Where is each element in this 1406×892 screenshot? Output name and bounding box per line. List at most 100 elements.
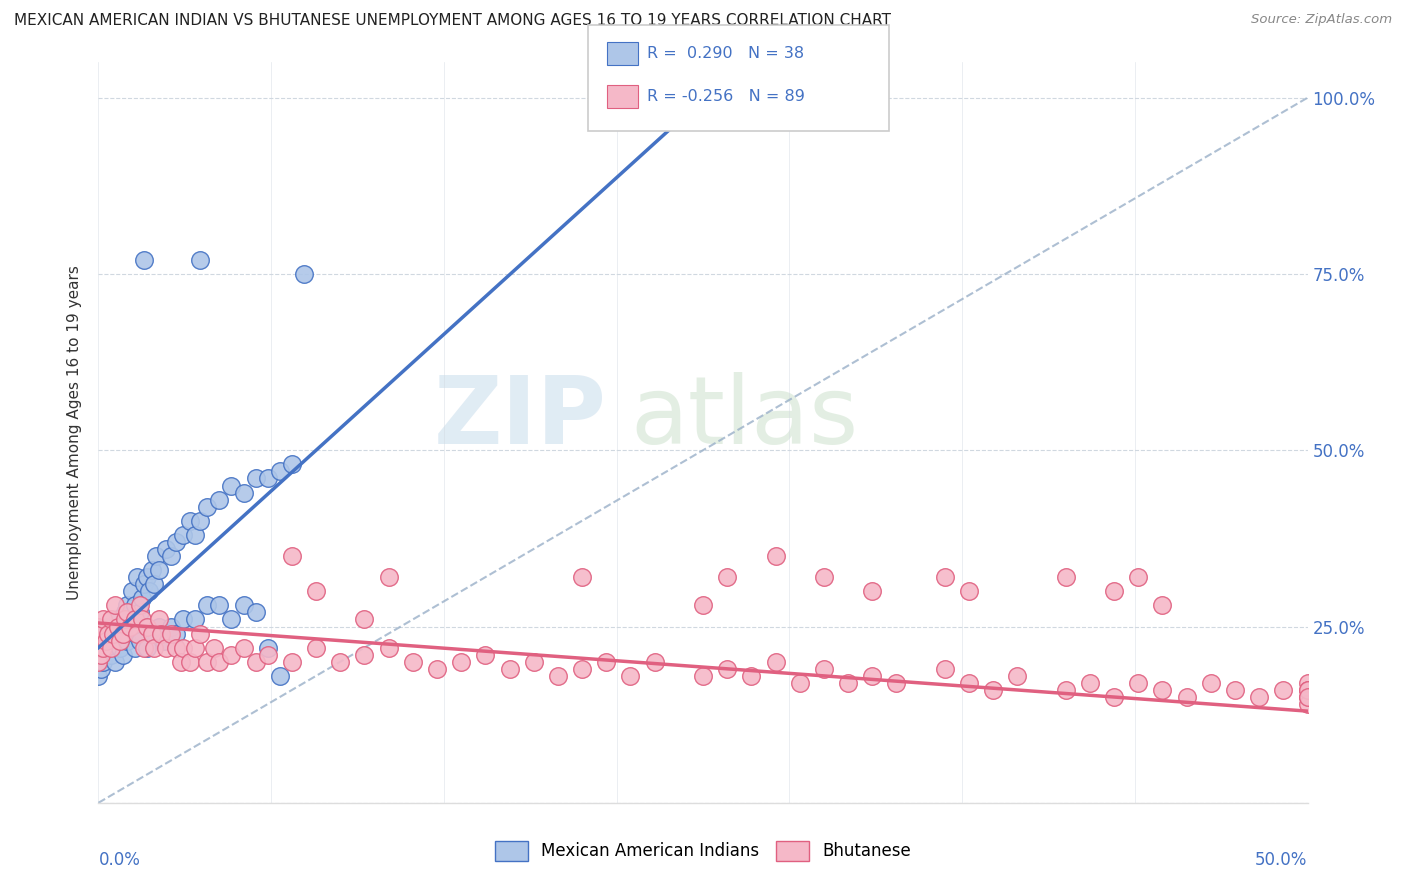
Point	[1007, 669, 1029, 683]
Point	[245, 655, 267, 669]
Point	[353, 648, 375, 662]
Point	[377, 640, 399, 655]
Point	[135, 619, 157, 633]
Point	[1102, 690, 1125, 704]
Point	[117, 633, 139, 648]
Point	[1152, 599, 1174, 613]
Text: Source: ZipAtlas.com: Source: ZipAtlas.com	[1251, 13, 1392, 27]
Point	[127, 626, 149, 640]
Point	[281, 549, 304, 563]
Point	[232, 485, 254, 500]
Point	[104, 626, 127, 640]
Point	[152, 633, 174, 648]
Point	[134, 252, 156, 267]
Point	[184, 640, 207, 655]
Point	[184, 612, 207, 626]
Point	[1296, 697, 1319, 711]
Point	[981, 683, 1004, 698]
Point	[90, 626, 112, 640]
Point	[131, 612, 153, 626]
Point	[245, 606, 267, 620]
Point	[1128, 570, 1150, 584]
Point	[128, 606, 150, 620]
Point	[426, 662, 449, 676]
Point	[135, 570, 157, 584]
Point	[281, 458, 304, 472]
Point	[172, 640, 194, 655]
Point	[232, 599, 254, 613]
Point	[101, 640, 124, 655]
Point	[644, 655, 666, 669]
Point	[134, 577, 156, 591]
Point	[135, 640, 157, 655]
Point	[1128, 676, 1150, 690]
Point	[104, 599, 127, 613]
Point	[934, 570, 956, 584]
Point	[104, 655, 127, 669]
Point	[957, 676, 980, 690]
Point	[1249, 690, 1271, 704]
Point	[94, 619, 117, 633]
Point	[571, 570, 593, 584]
Text: R =  0.290   N = 38: R = 0.290 N = 38	[647, 46, 804, 61]
Point	[131, 591, 153, 606]
Point	[813, 570, 835, 584]
Point	[188, 514, 211, 528]
Point	[155, 640, 177, 655]
Point	[1272, 683, 1295, 698]
Text: MEXICAN AMERICAN INDIAN VS BHUTANESE UNEMPLOYMENT AMONG AGES 16 TO 19 YEARS CORR: MEXICAN AMERICAN INDIAN VS BHUTANESE UNE…	[14, 13, 891, 29]
Point	[87, 655, 110, 669]
Point	[474, 648, 496, 662]
Point	[100, 612, 122, 626]
Point	[117, 606, 139, 620]
Point	[208, 492, 231, 507]
Point	[107, 612, 129, 626]
Text: 50.0%: 50.0%	[1256, 851, 1308, 869]
Point	[498, 662, 520, 676]
Point	[765, 549, 787, 563]
Point	[91, 655, 114, 669]
Point	[256, 648, 278, 662]
Point	[188, 252, 211, 267]
Point	[1296, 676, 1319, 690]
Point	[208, 599, 231, 613]
Point	[402, 655, 425, 669]
Point	[91, 612, 114, 626]
Point	[619, 669, 641, 683]
Point	[1054, 570, 1077, 584]
Point	[111, 619, 134, 633]
Y-axis label: Unemployment Among Ages 16 to 19 years: Unemployment Among Ages 16 to 19 years	[67, 265, 83, 600]
Point	[165, 640, 187, 655]
Point	[114, 606, 136, 620]
Point	[547, 669, 569, 683]
Point	[860, 669, 883, 683]
Point	[1102, 584, 1125, 599]
Point	[108, 640, 131, 655]
Point	[188, 626, 211, 640]
Point	[148, 563, 170, 577]
Text: atlas: atlas	[630, 372, 859, 464]
Point	[111, 626, 134, 640]
Point	[221, 648, 243, 662]
Point	[160, 619, 183, 633]
Point	[87, 619, 110, 633]
Point	[837, 676, 859, 690]
Point	[145, 549, 167, 563]
Point	[292, 267, 315, 281]
Point	[329, 655, 352, 669]
Point	[305, 640, 328, 655]
Point	[1296, 690, 1319, 704]
Point	[97, 626, 120, 640]
Point	[1296, 683, 1319, 698]
Point	[305, 584, 328, 599]
Point	[523, 655, 546, 669]
Point	[100, 633, 122, 648]
Point	[221, 478, 243, 492]
Point	[165, 626, 187, 640]
Point	[143, 640, 166, 655]
Point	[204, 640, 226, 655]
Point	[1296, 683, 1319, 698]
Point	[141, 626, 163, 640]
Point	[886, 676, 908, 690]
Point	[114, 612, 136, 626]
